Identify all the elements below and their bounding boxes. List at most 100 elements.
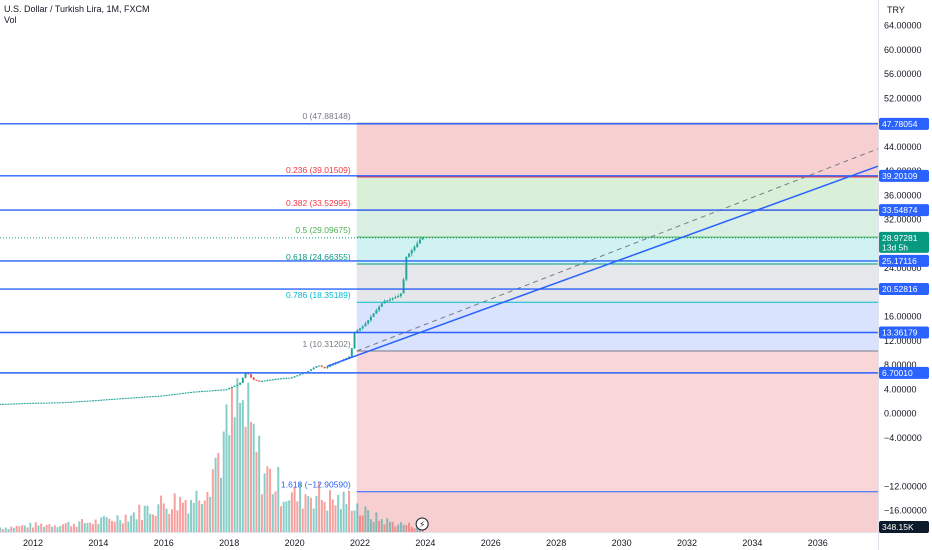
volume-bar (61, 524, 64, 532)
candle-body (138, 397, 141, 399)
x-tick-label: 2030 (612, 538, 632, 548)
x-tick-label: 2022 (350, 538, 370, 548)
fib-band-0.382 (356, 176, 879, 211)
volume-bar (42, 526, 45, 532)
volume-bar (192, 502, 195, 532)
volume-bar (318, 482, 321, 532)
candle-body (160, 395, 163, 397)
y-tick-label: 64.00000 (884, 21, 922, 31)
volume-bar (241, 400, 244, 532)
price-tag (879, 169, 929, 182)
volume-bar (367, 510, 370, 532)
volume-bar (198, 500, 201, 532)
candle-body (369, 316, 372, 321)
volume-bar (179, 496, 182, 532)
candle-body (348, 356, 351, 359)
candle-body (402, 279, 405, 294)
volume-legend-label: Vol (4, 15, 17, 25)
candle-body (37, 402, 40, 404)
candle-body (375, 310, 378, 314)
y-tick-label: 60.00000 (884, 45, 922, 55)
volume-bar (100, 517, 103, 532)
volume-bar (260, 494, 263, 532)
candle-body (15, 403, 18, 405)
volume-bar (157, 504, 160, 532)
fib-band-bottom (356, 491, 879, 532)
time-axis[interactable] (0, 532, 878, 550)
candle-body (190, 392, 193, 394)
volume-bar (195, 490, 198, 532)
candle-body (209, 390, 212, 392)
volume-bar (187, 513, 190, 532)
volume-bar (255, 451, 258, 532)
candle-body (157, 395, 160, 397)
candle-body (89, 400, 92, 402)
candle-body (288, 377, 291, 379)
candle-body (124, 397, 127, 399)
candle-body (72, 401, 75, 403)
volume-bar (386, 518, 389, 532)
volume-bar (391, 521, 394, 532)
candle-body (113, 398, 116, 400)
volume-bar (127, 521, 130, 532)
candle-body (266, 380, 269, 382)
y-tick-label: 8.00000 (884, 360, 917, 370)
price-tag-label: 13.36179 (882, 327, 918, 337)
volume-bar (26, 527, 29, 532)
candle-body (32, 402, 34, 404)
y-tick-label: 0.00000 (884, 409, 917, 419)
volume-bar (331, 499, 334, 532)
volume-bar (209, 496, 212, 532)
fib-label-1.618: 1.618 (−12.90590) (281, 480, 351, 490)
candle-body (165, 394, 168, 396)
volume-bar (230, 386, 233, 532)
lightning-icon[interactable] (415, 517, 429, 531)
dashed-projection-line[interactable] (356, 146, 884, 352)
volume-bar (271, 494, 274, 532)
candle-body (2, 403, 5, 405)
candle-body (21, 403, 24, 405)
candle-body (241, 377, 244, 383)
candle-body (81, 401, 84, 403)
price-axis[interactable] (878, 0, 932, 550)
volume-bar (288, 500, 291, 532)
price-tag (879, 204, 929, 217)
candle-body (86, 400, 89, 402)
volume-bar (269, 468, 272, 532)
volume-bar (364, 506, 367, 532)
candle-body (271, 379, 274, 381)
volume-bar (91, 524, 94, 532)
candle-body (399, 293, 402, 296)
volume-bar (416, 527, 419, 532)
y-tick-label: 32.00000 (884, 215, 922, 225)
volume-bar (339, 509, 342, 532)
x-tick-label: 2032 (677, 538, 697, 548)
candle-body (132, 397, 135, 399)
price-tag (879, 326, 929, 339)
volume-bar (222, 431, 225, 532)
fib-label-0.382: 0.382 (33.52995) (286, 198, 351, 208)
y-tick-label: 16.00000 (884, 312, 922, 322)
volume-bar (7, 529, 10, 532)
volume-bar (375, 512, 378, 532)
volume-bar (48, 524, 51, 532)
candle-body (51, 402, 54, 404)
candle-body (285, 377, 288, 379)
candle-body (59, 402, 62, 404)
candle-body (83, 400, 86, 402)
volume-bar (72, 523, 75, 532)
candle-body (18, 403, 21, 405)
volume-bar (239, 403, 242, 532)
volume-bar (64, 523, 67, 532)
volume-bar (12, 527, 15, 532)
candle-body (372, 313, 375, 317)
volume-bar (329, 490, 332, 532)
volume-bar (307, 496, 310, 532)
volume-bar (94, 519, 97, 532)
volume-bar (121, 523, 124, 532)
volume-bar (304, 494, 307, 532)
candle-body (61, 402, 64, 404)
fib-band-0.618 (356, 237, 879, 264)
fib-label-0.618: 0.618 (24.66355) (286, 252, 351, 262)
